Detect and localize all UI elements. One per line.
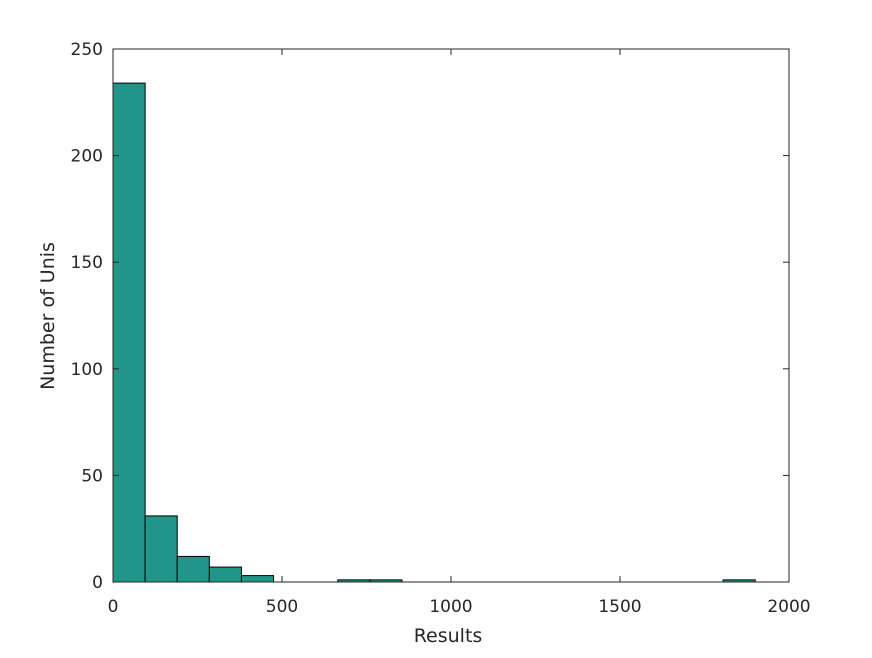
x-tick-labels: 0 500 1000 1500 2000 (108, 597, 811, 617)
x-axis-label: Results (414, 625, 483, 647)
y-tick-label: 50 (81, 466, 103, 486)
ticks-group (112, 48, 790, 583)
histogram-bar (208, 566, 242, 583)
y-tick-label: 150 (71, 253, 103, 273)
y-tick-label: 250 (71, 40, 103, 60)
x-tick-label: 500 (266, 597, 298, 617)
x-tick-label: 1000 (429, 597, 472, 617)
histogram-bar (112, 82, 146, 583)
y-tick-label: 200 (71, 147, 103, 167)
histogram-bar (144, 515, 178, 583)
x-tick-label: 0 (108, 597, 119, 617)
bars-group (112, 82, 756, 583)
x-tick-label: 2000 (767, 597, 810, 617)
y-tick-label: 100 (71, 360, 103, 380)
y-tick-labels: 0 50 100 150 200 250 (71, 40, 103, 593)
plot-area-frame (112, 48, 790, 583)
y-axis-label: Number of Unis (37, 242, 59, 390)
histogram-bar (240, 575, 275, 583)
histogram-bar (176, 555, 210, 583)
x-tick-label: 1500 (598, 597, 641, 617)
y-tick-label: 0 (92, 573, 103, 593)
